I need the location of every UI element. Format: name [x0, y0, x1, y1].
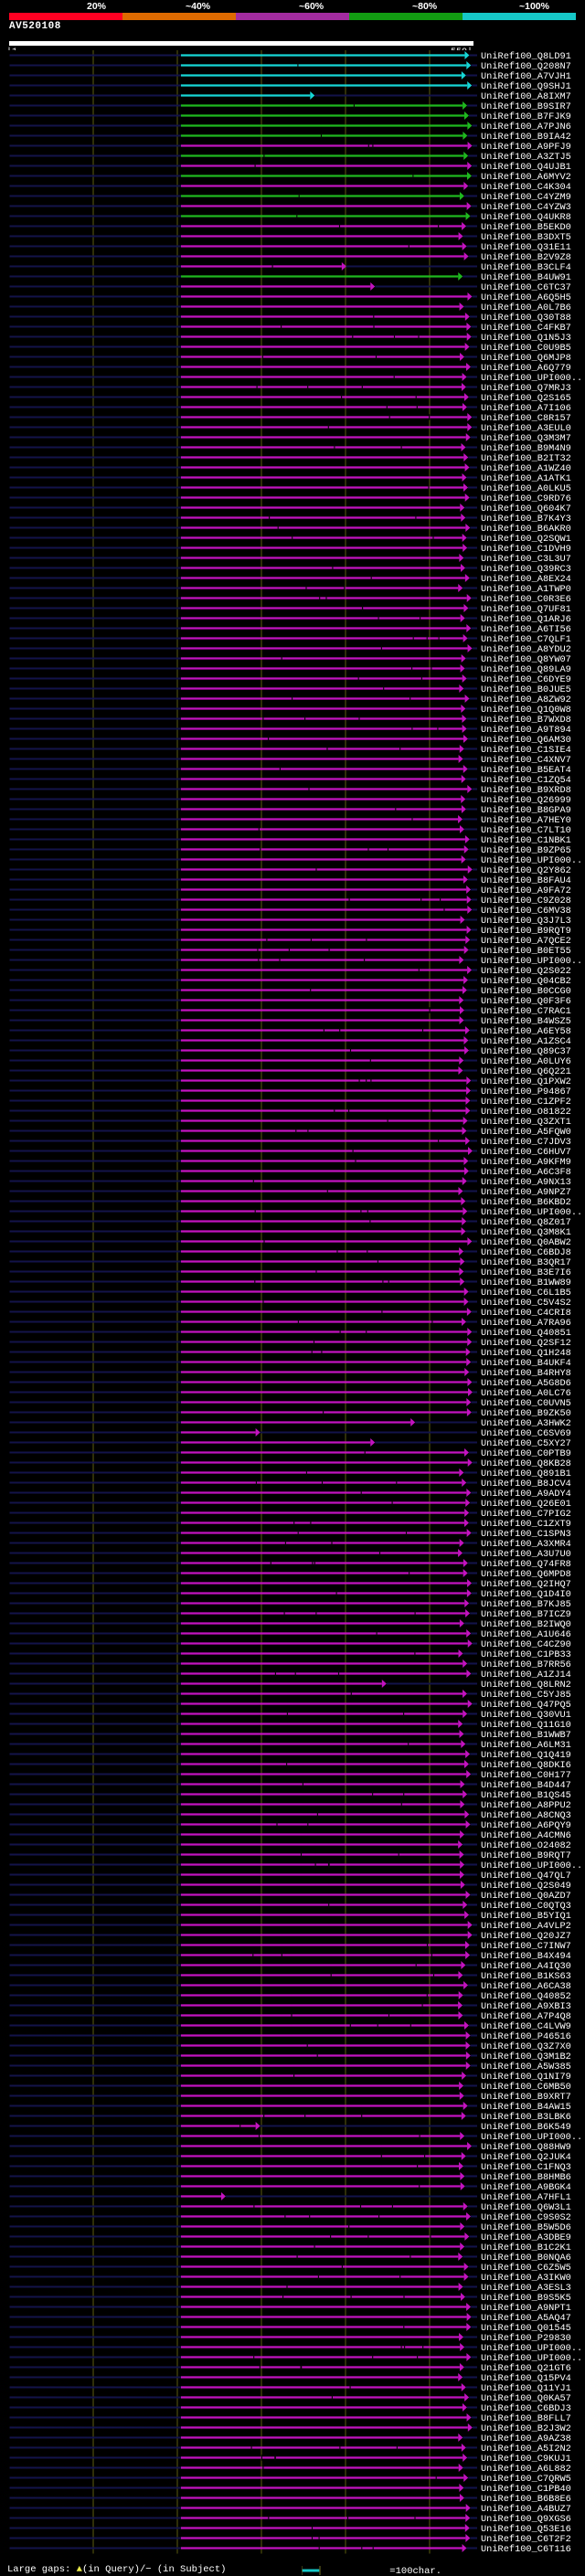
- svg-text:UniRef100_C6T116: UniRef100_C6T116: [481, 2544, 571, 2554]
